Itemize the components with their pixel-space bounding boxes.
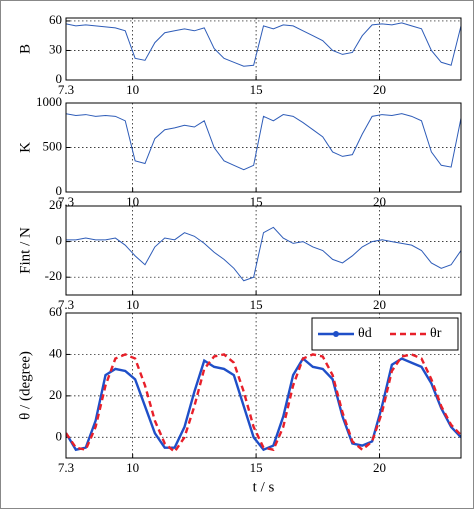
plot-frame	[65, 102, 462, 193]
plot-frame	[65, 312, 462, 459]
x-tick-label: 7.3	[58, 460, 74, 475]
y-tick-label: 0	[56, 233, 63, 248]
x-tick-label: 15	[250, 194, 263, 209]
series-line	[66, 113, 461, 171]
x-tick-label: 7.3	[58, 82, 74, 97]
y-tick-label: 20	[49, 387, 62, 402]
series-line	[66, 356, 461, 452]
y-tick-label: 40	[49, 345, 62, 360]
y-tick-label: 30	[49, 41, 62, 56]
x-tick-label: 10	[126, 460, 139, 475]
x-tick-label: 10	[126, 82, 139, 97]
x-tick-label: 20	[373, 82, 386, 97]
plot-frame	[65, 17, 462, 81]
y-axis-label: B	[17, 44, 33, 54]
x-tick-label: 15	[250, 82, 263, 97]
x-tick-label: 20	[373, 460, 386, 475]
y-axis-label: Fint / N	[17, 227, 33, 274]
x-tick-label: 10	[126, 194, 139, 209]
x-tick-label: 20	[373, 297, 386, 312]
x-tick-label: 20	[373, 194, 386, 209]
legend-marker	[333, 331, 339, 337]
series-line	[66, 22, 461, 67]
legend-label: θd	[358, 326, 372, 341]
legend-label: θr	[430, 326, 442, 341]
series-line	[66, 353, 461, 454]
y-tick-label: 20	[49, 197, 62, 212]
y-tick-label: 500	[43, 138, 63, 153]
y-tick-label: 1000	[36, 94, 62, 109]
y-axis-label: θ / (degree)	[17, 351, 33, 420]
y-tick-label: 0	[56, 71, 63, 86]
x-tick-label: 7.3	[58, 297, 74, 312]
series-line	[66, 226, 461, 282]
y-tick-label: 0	[56, 183, 63, 198]
x-tick-label: 7.3	[58, 194, 74, 209]
plot-frame	[65, 205, 462, 296]
y-axis-label: K	[17, 142, 33, 153]
x-tick-label: 15	[250, 297, 263, 312]
x-axis-label: t / s	[253, 479, 275, 495]
y-tick-label: -20	[45, 268, 62, 283]
x-tick-label: 10	[126, 297, 139, 312]
y-tick-label: 60	[49, 304, 62, 319]
y-tick-label: 0	[56, 428, 63, 443]
y-tick-label: 60	[49, 12, 62, 27]
x-tick-label: 15	[250, 460, 263, 475]
